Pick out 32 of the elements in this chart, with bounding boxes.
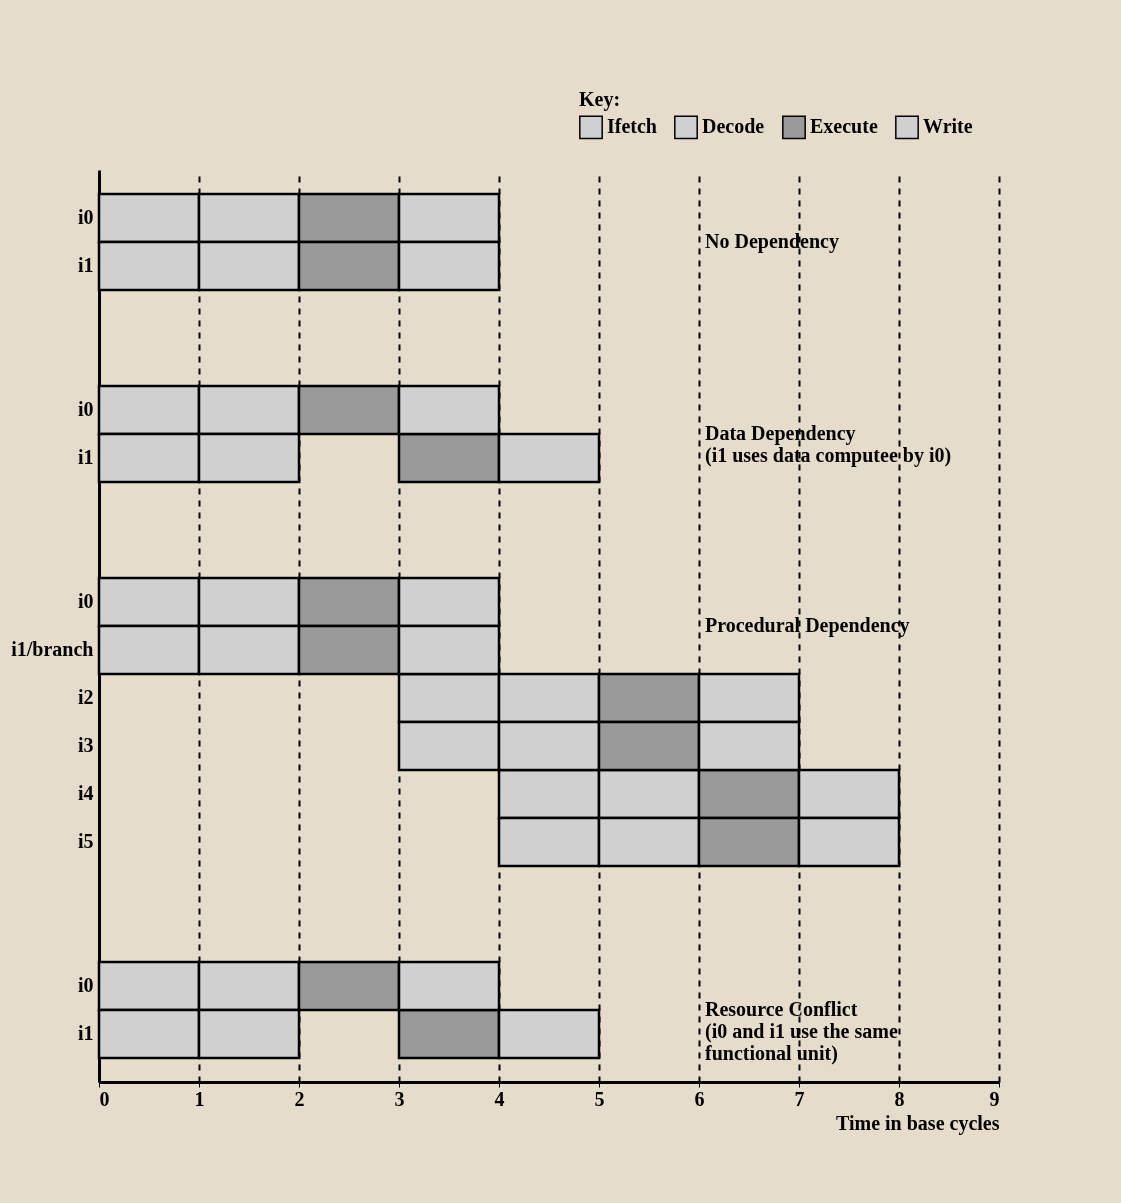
annotation: Procedural Dependency — [705, 614, 910, 637]
x-tick-label: 3 — [394, 1087, 405, 1110]
legend-label: Write — [923, 115, 973, 138]
legend-label: Ifetch — [607, 115, 657, 138]
annotation: No Dependency — [705, 230, 839, 253]
y-tick-label: i1/branch — [11, 638, 94, 660]
annotation: Data Dependency (i1 uses data computee by i0) — [705, 422, 952, 467]
x-axis-title: Time in base cycles — [835, 1111, 1000, 1135]
y-tick-label: i0 — [77, 590, 94, 612]
y-tick-label: i5 — [77, 830, 94, 852]
x-tick-label: 2 — [294, 1087, 305, 1110]
x-tick-label: 8 — [894, 1087, 905, 1110]
y-tick-label: i1 — [77, 1022, 94, 1044]
legend-label: Execute — [810, 115, 878, 138]
y-tick-label: i4 — [77, 782, 94, 804]
y-tick-label: i1 — [77, 446, 94, 468]
y-tick-label: i2 — [77, 686, 94, 708]
y-tick-label: i3 — [77, 734, 94, 756]
y-tick-label: i0 — [77, 398, 94, 420]
legend-title: Key: — [579, 88, 621, 111]
x-tick-label: 0 — [99, 1087, 110, 1110]
x-tick-label: 6 — [694, 1087, 705, 1110]
y-tick-label: i0 — [77, 974, 94, 996]
annotation: Resource Conflict (i0 and i1 use the same functional unit) — [705, 998, 898, 1065]
legend-label: Decode — [702, 115, 765, 138]
x-tick-label: 5 — [594, 1087, 605, 1110]
y-tick-label: i0 — [77, 206, 94, 228]
y-tick-label: i1 — [77, 254, 94, 276]
x-tick-label: 9 — [989, 1087, 1000, 1110]
x-tick-label: 4 — [494, 1087, 505, 1110]
x-tick-label: 1 — [194, 1087, 205, 1110]
x-tick-label: 7 — [794, 1087, 805, 1110]
